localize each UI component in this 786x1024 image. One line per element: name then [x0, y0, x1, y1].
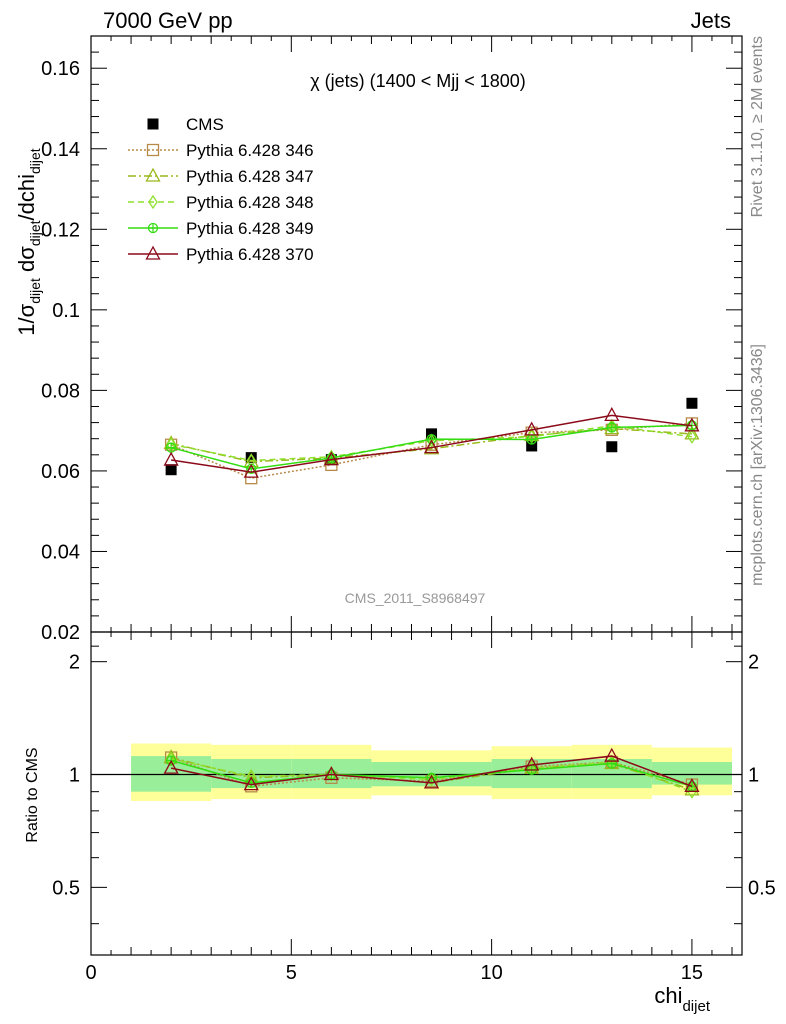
ratio-y-tick-label-right: 2	[748, 652, 759, 674]
main-point-p370	[524, 421, 540, 436]
main-point-p370	[163, 451, 179, 466]
legend-label-p349: Pythia 6.428 349	[186, 219, 314, 238]
main-point-p370	[604, 406, 620, 421]
main-point-cms	[245, 452, 257, 464]
legend-label-cms: CMS	[186, 115, 224, 134]
side-label-mcplots: mcplots.cern.ch [arXiv:1306.3436]	[749, 344, 766, 586]
x-axis-label: chidijet	[654, 983, 710, 1015]
main-point-p370	[243, 463, 259, 478]
main-point-cms	[686, 397, 698, 409]
main-panel-axes: 0.02 0.04 0.06 0.08 0.1 0.12 0.14 0.16	[41, 35, 743, 644]
main-point-p347	[684, 425, 700, 440]
legend-label-p346: Pythia 6.428 346	[186, 141, 314, 160]
ratio-y-tick-label: 2	[69, 652, 80, 674]
main-point-p370	[423, 439, 440, 454]
legend-marker-p347	[145, 167, 161, 182]
svg-text:chidijet: chidijet	[654, 983, 710, 1015]
ratio-y-tick-label-right: 1	[748, 765, 759, 787]
ratio-point-p370	[524, 756, 540, 771]
x-tick-label: 15	[681, 962, 703, 984]
header-category: Jets	[691, 8, 731, 33]
main-line-p370	[171, 414, 693, 473]
main-y-axis-label: 1/σdijet dσdijet/dchidijet	[14, 148, 43, 336]
legend-marker-p346	[146, 143, 160, 157]
watermark: CMS_2011_S8968497	[345, 590, 486, 606]
main-y-tick-label: 0.1	[52, 300, 80, 322]
main-point-cms	[606, 441, 618, 453]
main-point-cms	[165, 464, 177, 476]
main-y-tick-label: 0.04	[41, 541, 80, 563]
legend: CMS Pythia 6.428 346 Pythia 6.428 347 Pythi…	[128, 115, 314, 264]
main-y-tick-label: 0.02	[41, 622, 80, 644]
side-label-rivet: Rivet 3.1.10, ≥ 2M events	[749, 36, 766, 217]
ratio-panel-bands	[91, 743, 742, 801]
main-point-p349	[526, 434, 537, 445]
legend-marker-p348	[148, 194, 158, 210]
main-y-tick-label: 0.12	[41, 219, 80, 241]
main-plot-title: χ (jets) (1400 < Mjj < 1800)	[310, 71, 526, 91]
main-point-p349	[165, 442, 177, 453]
ratio-y-axis-label: Ratio to CMS	[24, 747, 41, 842]
svg-text:1/σdijet dσdijet/dchidijet: 1/σdijet dσdijet/dchidijet	[14, 148, 43, 336]
legend-marker-p370	[145, 245, 161, 260]
ratio-point-p370	[423, 774, 440, 789]
ratio-point-p370	[604, 747, 620, 762]
main-point-p348	[687, 429, 697, 444]
ratio-frame	[90, 631, 743, 956]
x-tick-label: 10	[480, 962, 502, 984]
main-point-p349	[606, 422, 617, 433]
main-y-tick-label: 0.14	[41, 139, 80, 161]
main-y-tick-label: 0.06	[41, 461, 80, 483]
main-point-p349	[426, 433, 437, 445]
main-panel-data	[163, 397, 700, 485]
legend-label-p348: Pythia 6.428 348	[186, 193, 314, 212]
main-point-p346	[245, 472, 258, 485]
main-point-cms	[526, 440, 538, 452]
ratio-point-p370	[323, 766, 339, 781]
ratio-y-tick-label-right: 0.5	[748, 877, 776, 899]
ratio-point-p370	[243, 776, 259, 791]
x-tick-label: 0	[85, 962, 96, 984]
ratio-y-tick-label: 0.5	[52, 877, 80, 899]
main-point-p370	[684, 417, 700, 432]
ratio-panel-axes: 0.5 0.5 1 1 2 2 0 5 10 15	[52, 631, 776, 984]
legend-marker-cms	[147, 118, 159, 130]
legend-label-p347: Pythia 6.428 347	[186, 167, 314, 186]
header-energy: 7000 GeV pp	[103, 8, 233, 33]
x-tick-label: 5	[286, 962, 297, 984]
ratio-panel-data	[163, 747, 700, 799]
ratio-point-p370	[684, 777, 700, 792]
ratio-point-p370	[163, 759, 179, 774]
main-y-tick-label: 0.16	[41, 58, 80, 80]
ratio-point-p349	[606, 758, 617, 769]
main-point-p370	[323, 451, 339, 466]
main-y-tick-label: 0.08	[41, 380, 80, 402]
legend-label-p370: Pythia 6.428 370	[186, 245, 314, 264]
legend-marker-p349	[147, 222, 159, 234]
ratio-line-p370	[170, 755, 693, 788]
ratio-y-tick-label: 1	[69, 765, 80, 787]
